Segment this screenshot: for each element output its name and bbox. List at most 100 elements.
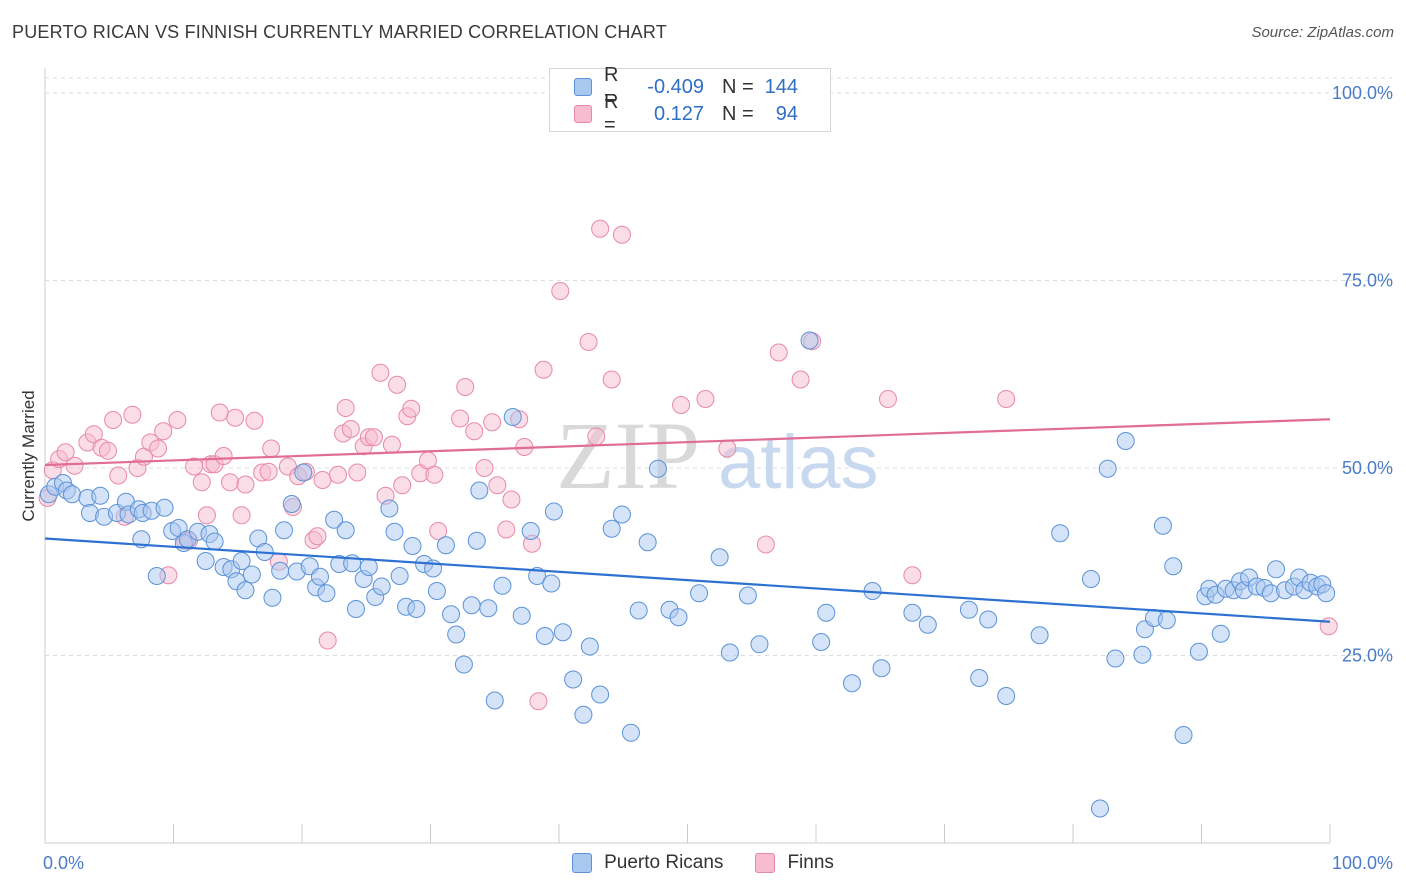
puerto-ricans-point [872, 659, 891, 678]
puerto-ricans-point [336, 521, 355, 540]
y-tick-label: 50.0% [1342, 458, 1393, 478]
finns-point [878, 390, 897, 408]
finns-point [551, 282, 570, 300]
legend-item-finns[interactable]: Finns [755, 852, 834, 874]
puerto-ricans-point [372, 577, 391, 596]
finns-point [210, 403, 229, 422]
y-tick-label: 100.0% [1332, 83, 1393, 103]
puerto-ricans-point [638, 533, 657, 552]
finns-point [328, 465, 347, 484]
legend-n-value: 94 [775, 102, 798, 125]
finns-point [226, 408, 245, 427]
finns-point [488, 476, 507, 495]
puerto-ricans-point [236, 581, 255, 600]
puerto-ricans-point [359, 558, 378, 576]
puerto-ricans-point [1157, 611, 1176, 630]
finns-point [65, 456, 84, 475]
puerto-ricans-point [442, 605, 461, 624]
finns-point [197, 506, 216, 525]
puerto-ricans-point [1317, 584, 1336, 603]
puerto-ricans-point [271, 561, 290, 580]
puerto-ricans-point [621, 723, 640, 742]
finns-point [245, 411, 264, 430]
puerto-ricans-point [512, 606, 531, 625]
puerto-ricans-point [812, 633, 831, 651]
finns-point [168, 411, 187, 429]
finns-point [371, 363, 390, 382]
finns-point [483, 413, 502, 432]
y-tick-label: 75.0% [1342, 271, 1393, 291]
puerto-ricans-point [62, 485, 81, 504]
puerto-ricans-point [1267, 560, 1286, 579]
puerto-ricans-point [467, 531, 486, 550]
finns-point [262, 439, 281, 458]
finns-point [696, 390, 715, 408]
legend-row-puerto-ricans: R = -0.409 N = 144 [574, 64, 798, 109]
puerto-ricans-point [1081, 570, 1100, 588]
puerto-ricans-point [503, 408, 522, 426]
puerto-ricans-point [385, 522, 404, 541]
puerto-ricans-point [842, 674, 861, 693]
finns-point [221, 473, 240, 492]
finns-point [104, 411, 123, 429]
finns-point [192, 473, 211, 492]
finns-point [769, 343, 788, 362]
finns-point [336, 399, 355, 417]
puerto-ricans-point [1189, 642, 1208, 661]
finns-point [591, 219, 610, 238]
puerto-ricans-point [959, 600, 978, 619]
legend-swatch-pink [755, 853, 776, 873]
finns-point [382, 435, 401, 454]
puerto-ricans-point [690, 584, 709, 603]
puerto-ricans-point [196, 552, 215, 570]
puerto-ricans-point [979, 610, 998, 629]
puerto-ricans-point [493, 576, 512, 595]
puerto-ricans-point [1051, 524, 1070, 543]
puerto-ricans-point [242, 565, 261, 584]
puerto-ricans-point [521, 522, 540, 540]
finns-point [718, 439, 737, 458]
puerto-ricans-point [1030, 626, 1049, 645]
puerto-ricans-point [542, 574, 561, 593]
puerto-ricans-point [535, 627, 554, 645]
puerto-ricans-point [1164, 557, 1183, 576]
puerto-ricans-point [310, 567, 329, 586]
finns-point [348, 463, 367, 482]
watermark-atlas: atlas [718, 420, 879, 505]
finns-point [123, 405, 142, 424]
finns-point [259, 462, 278, 481]
finns-point [529, 692, 548, 711]
legend-r-value: -0.409 [647, 75, 704, 98]
puerto-ricans-point [800, 331, 819, 350]
finns-point [232, 506, 251, 525]
puerto-ricans-point [462, 596, 481, 615]
legend-item-puerto-ricans[interactable]: Puerto Ricans [572, 852, 723, 874]
puerto-ricans-trend-line [44, 537, 1331, 623]
puerto-ricans-point [817, 603, 836, 622]
axes [44, 68, 1331, 844]
puerto-ricans-point [750, 635, 769, 654]
legend-swatch-blue [572, 853, 593, 873]
finns-point [98, 441, 117, 460]
puerto-ricans-point [282, 495, 301, 513]
puerto-ricans-point [669, 608, 688, 627]
puerto-ricans-point [602, 519, 621, 538]
puerto-ricans-point [970, 669, 989, 687]
finns-point [429, 522, 448, 540]
legend-row-finns: R = 0.127 N = 94 [574, 91, 798, 136]
finns-point [587, 427, 606, 446]
trend-lines [44, 418, 1331, 623]
puerto-ricans-point [263, 588, 282, 607]
puerto-ricans-point [1090, 799, 1109, 818]
puerto-ricans-point [1174, 726, 1193, 744]
x-tick-label: 0.0% [43, 853, 84, 873]
finns-point [84, 425, 103, 444]
finns-point [456, 378, 475, 396]
finns-point [308, 527, 327, 546]
puerto-ricans-point [91, 486, 110, 505]
puerto-ricans-point [436, 536, 455, 555]
puerto-ricans-point [648, 459, 667, 478]
puerto-ricans-point [997, 687, 1016, 705]
correlation-legend: R = -0.409 N = 144 R = 0.127 N = 94 [549, 64, 831, 136]
puerto-ricans-point [1116, 432, 1135, 450]
